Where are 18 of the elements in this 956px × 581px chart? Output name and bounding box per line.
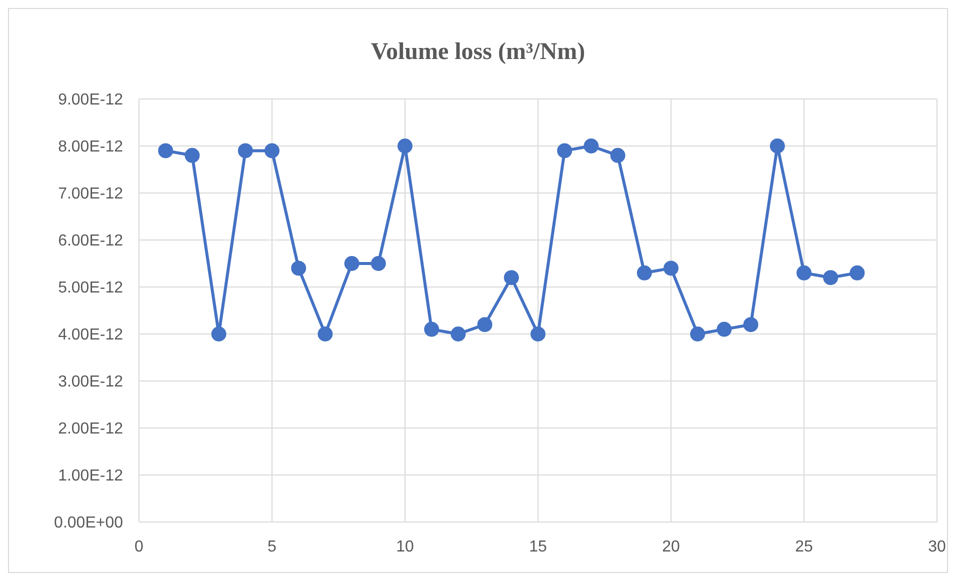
- x-tick-label: 15: [529, 538, 547, 556]
- y-tick-label: 3.00E-12: [58, 374, 124, 391]
- y-tick-label: 5.00E-12: [58, 280, 124, 297]
- x-tick-label: 20: [662, 538, 680, 556]
- chart-title: Volume loss (m³/Nm): [370, 38, 586, 67]
- x-tick-label: 5: [268, 538, 277, 556]
- y-tick-label: 6.00E-12: [58, 232, 124, 250]
- y-tick-label: 7.00E-12: [58, 186, 124, 203]
- x-tick-label: 0: [134, 538, 144, 556]
- y-tick-label: 2.00E-12: [58, 420, 124, 438]
- y-tick-label: 0.00E+00: [54, 514, 124, 532]
- y-tick-label: 8.00E-12: [58, 138, 124, 156]
- y-tick-label: 4.00E-12: [58, 326, 124, 344]
- y-tick-label: 9.00E-12: [58, 92, 124, 109]
- x-tick-label: 30: [928, 538, 946, 556]
- x-tick-label: 25: [795, 538, 813, 556]
- x-tick-label: 10: [396, 538, 414, 556]
- y-tick-label: 1.00E-12: [58, 468, 124, 485]
